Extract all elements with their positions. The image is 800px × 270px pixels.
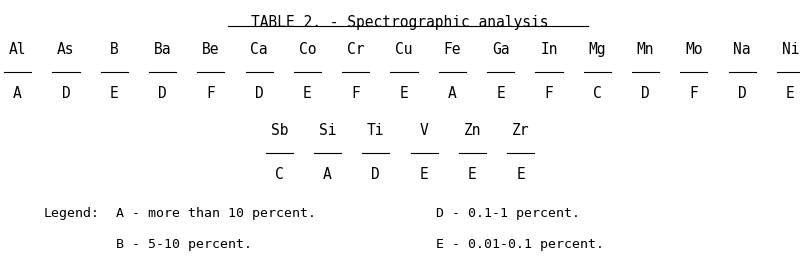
Text: D: D <box>254 86 263 101</box>
Text: F - 0.001-0.01 percent: F - 0.001-0.01 percent <box>436 269 612 270</box>
Text: B - 5-10 percent.: B - 5-10 percent. <box>116 238 252 251</box>
Text: As: As <box>57 42 74 58</box>
Text: TABLE 2. - Spectrographic analysis: TABLE 2. - Spectrographic analysis <box>251 15 549 30</box>
Text: C: C <box>593 86 602 101</box>
Text: Si: Si <box>318 123 336 139</box>
Text: E: E <box>496 86 505 101</box>
Text: F: F <box>545 86 554 101</box>
Text: E: E <box>516 167 525 182</box>
Text: V: V <box>420 123 429 139</box>
Text: Sb: Sb <box>270 123 288 139</box>
Text: C: C <box>275 167 284 182</box>
Text: E: E <box>786 86 794 101</box>
Text: E: E <box>303 86 312 101</box>
Text: Mn: Mn <box>637 42 654 58</box>
Text: E: E <box>110 86 118 101</box>
Text: D: D <box>62 86 70 101</box>
Text: D - 0.1-1 percent.: D - 0.1-1 percent. <box>436 207 580 220</box>
Text: C - 1-5 percent.: C - 1-5 percent. <box>116 269 244 270</box>
Text: D: D <box>738 86 746 101</box>
Text: A: A <box>14 86 22 101</box>
Text: A: A <box>448 86 457 101</box>
Text: Mg: Mg <box>589 42 606 58</box>
Text: Ni: Ni <box>782 42 799 58</box>
Text: E: E <box>468 167 477 182</box>
Text: E: E <box>400 86 408 101</box>
Text: B: B <box>110 42 118 58</box>
Text: E - 0.01-0.1 percent.: E - 0.01-0.1 percent. <box>436 238 604 251</box>
Text: In: In <box>540 42 558 58</box>
Text: A: A <box>323 167 332 182</box>
Text: Zn: Zn <box>464 123 482 139</box>
Text: Mo: Mo <box>685 42 702 58</box>
Text: F: F <box>690 86 698 101</box>
Text: Al: Al <box>9 42 26 58</box>
Text: Ga: Ga <box>492 42 510 58</box>
Text: Na: Na <box>734 42 751 58</box>
Text: Fe: Fe <box>443 42 461 58</box>
Text: E: E <box>420 167 429 182</box>
Text: Co: Co <box>298 42 316 58</box>
Text: Zr: Zr <box>512 123 530 139</box>
Text: F: F <box>206 86 215 101</box>
Text: Cr: Cr <box>347 42 365 58</box>
Text: F: F <box>351 86 360 101</box>
Text: Be: Be <box>202 42 219 58</box>
Text: D: D <box>158 86 167 101</box>
Text: Cu: Cu <box>395 42 413 58</box>
Text: Ca: Ca <box>250 42 268 58</box>
Text: Ti: Ti <box>367 123 385 139</box>
Text: D: D <box>371 167 380 182</box>
Text: D: D <box>641 86 650 101</box>
Text: Legend:: Legend: <box>44 207 100 220</box>
Text: Ba: Ba <box>154 42 171 58</box>
Text: A - more than 10 percent.: A - more than 10 percent. <box>116 207 316 220</box>
